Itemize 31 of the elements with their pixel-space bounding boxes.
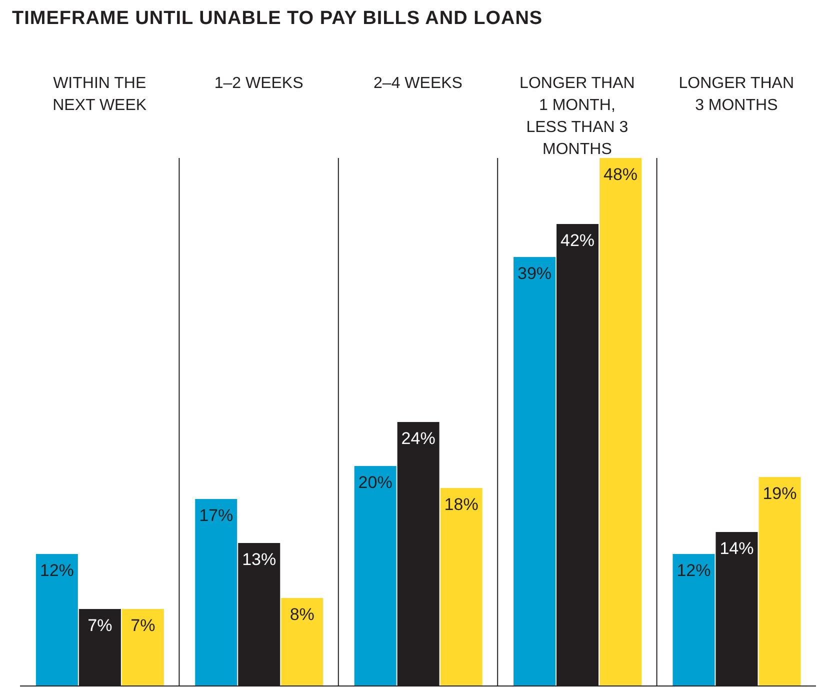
data-label: 20% [358, 473, 392, 492]
data-label: 17% [199, 506, 234, 525]
bar [672, 554, 715, 686]
data-label: 24% [401, 429, 436, 448]
bar [514, 257, 556, 686]
data-label: 12% [40, 561, 74, 580]
bar [440, 488, 482, 686]
data-label: 12% [676, 561, 711, 580]
data-label: 14% [720, 539, 754, 558]
bar [600, 158, 642, 686]
x-tick-label: LONGER THAN 1 MONTH, LESS THAN 3 MONTHS [520, 75, 635, 158]
bar [122, 609, 164, 686]
data-label: 42% [560, 231, 595, 250]
bar [354, 466, 396, 686]
x-tick-label: 1–2 WEEKS [214, 75, 304, 92]
bar [36, 554, 78, 686]
x-tick-label: WITHIN THE NEXT WEEK [52, 75, 147, 114]
data-label: 48% [604, 165, 638, 184]
data-label: 18% [444, 495, 478, 514]
x-tick-label: LONGER THAN 3 MONTHS [678, 75, 794, 114]
bar [195, 499, 238, 686]
data-label: 19% [762, 484, 797, 503]
x-tick-label: 2–4 WEEKS [374, 75, 462, 92]
data-label: 39% [518, 264, 552, 283]
data-label: 7% [88, 616, 112, 635]
data-label: 7% [130, 616, 156, 635]
bar [758, 477, 801, 686]
bar [281, 598, 324, 686]
data-label: 8% [290, 605, 314, 624]
chart-title: TIMEFRAME UNTIL UNABLE TO PAY BILLS AND LOANS [12, 8, 544, 31]
data-label: 13% [242, 550, 276, 569]
